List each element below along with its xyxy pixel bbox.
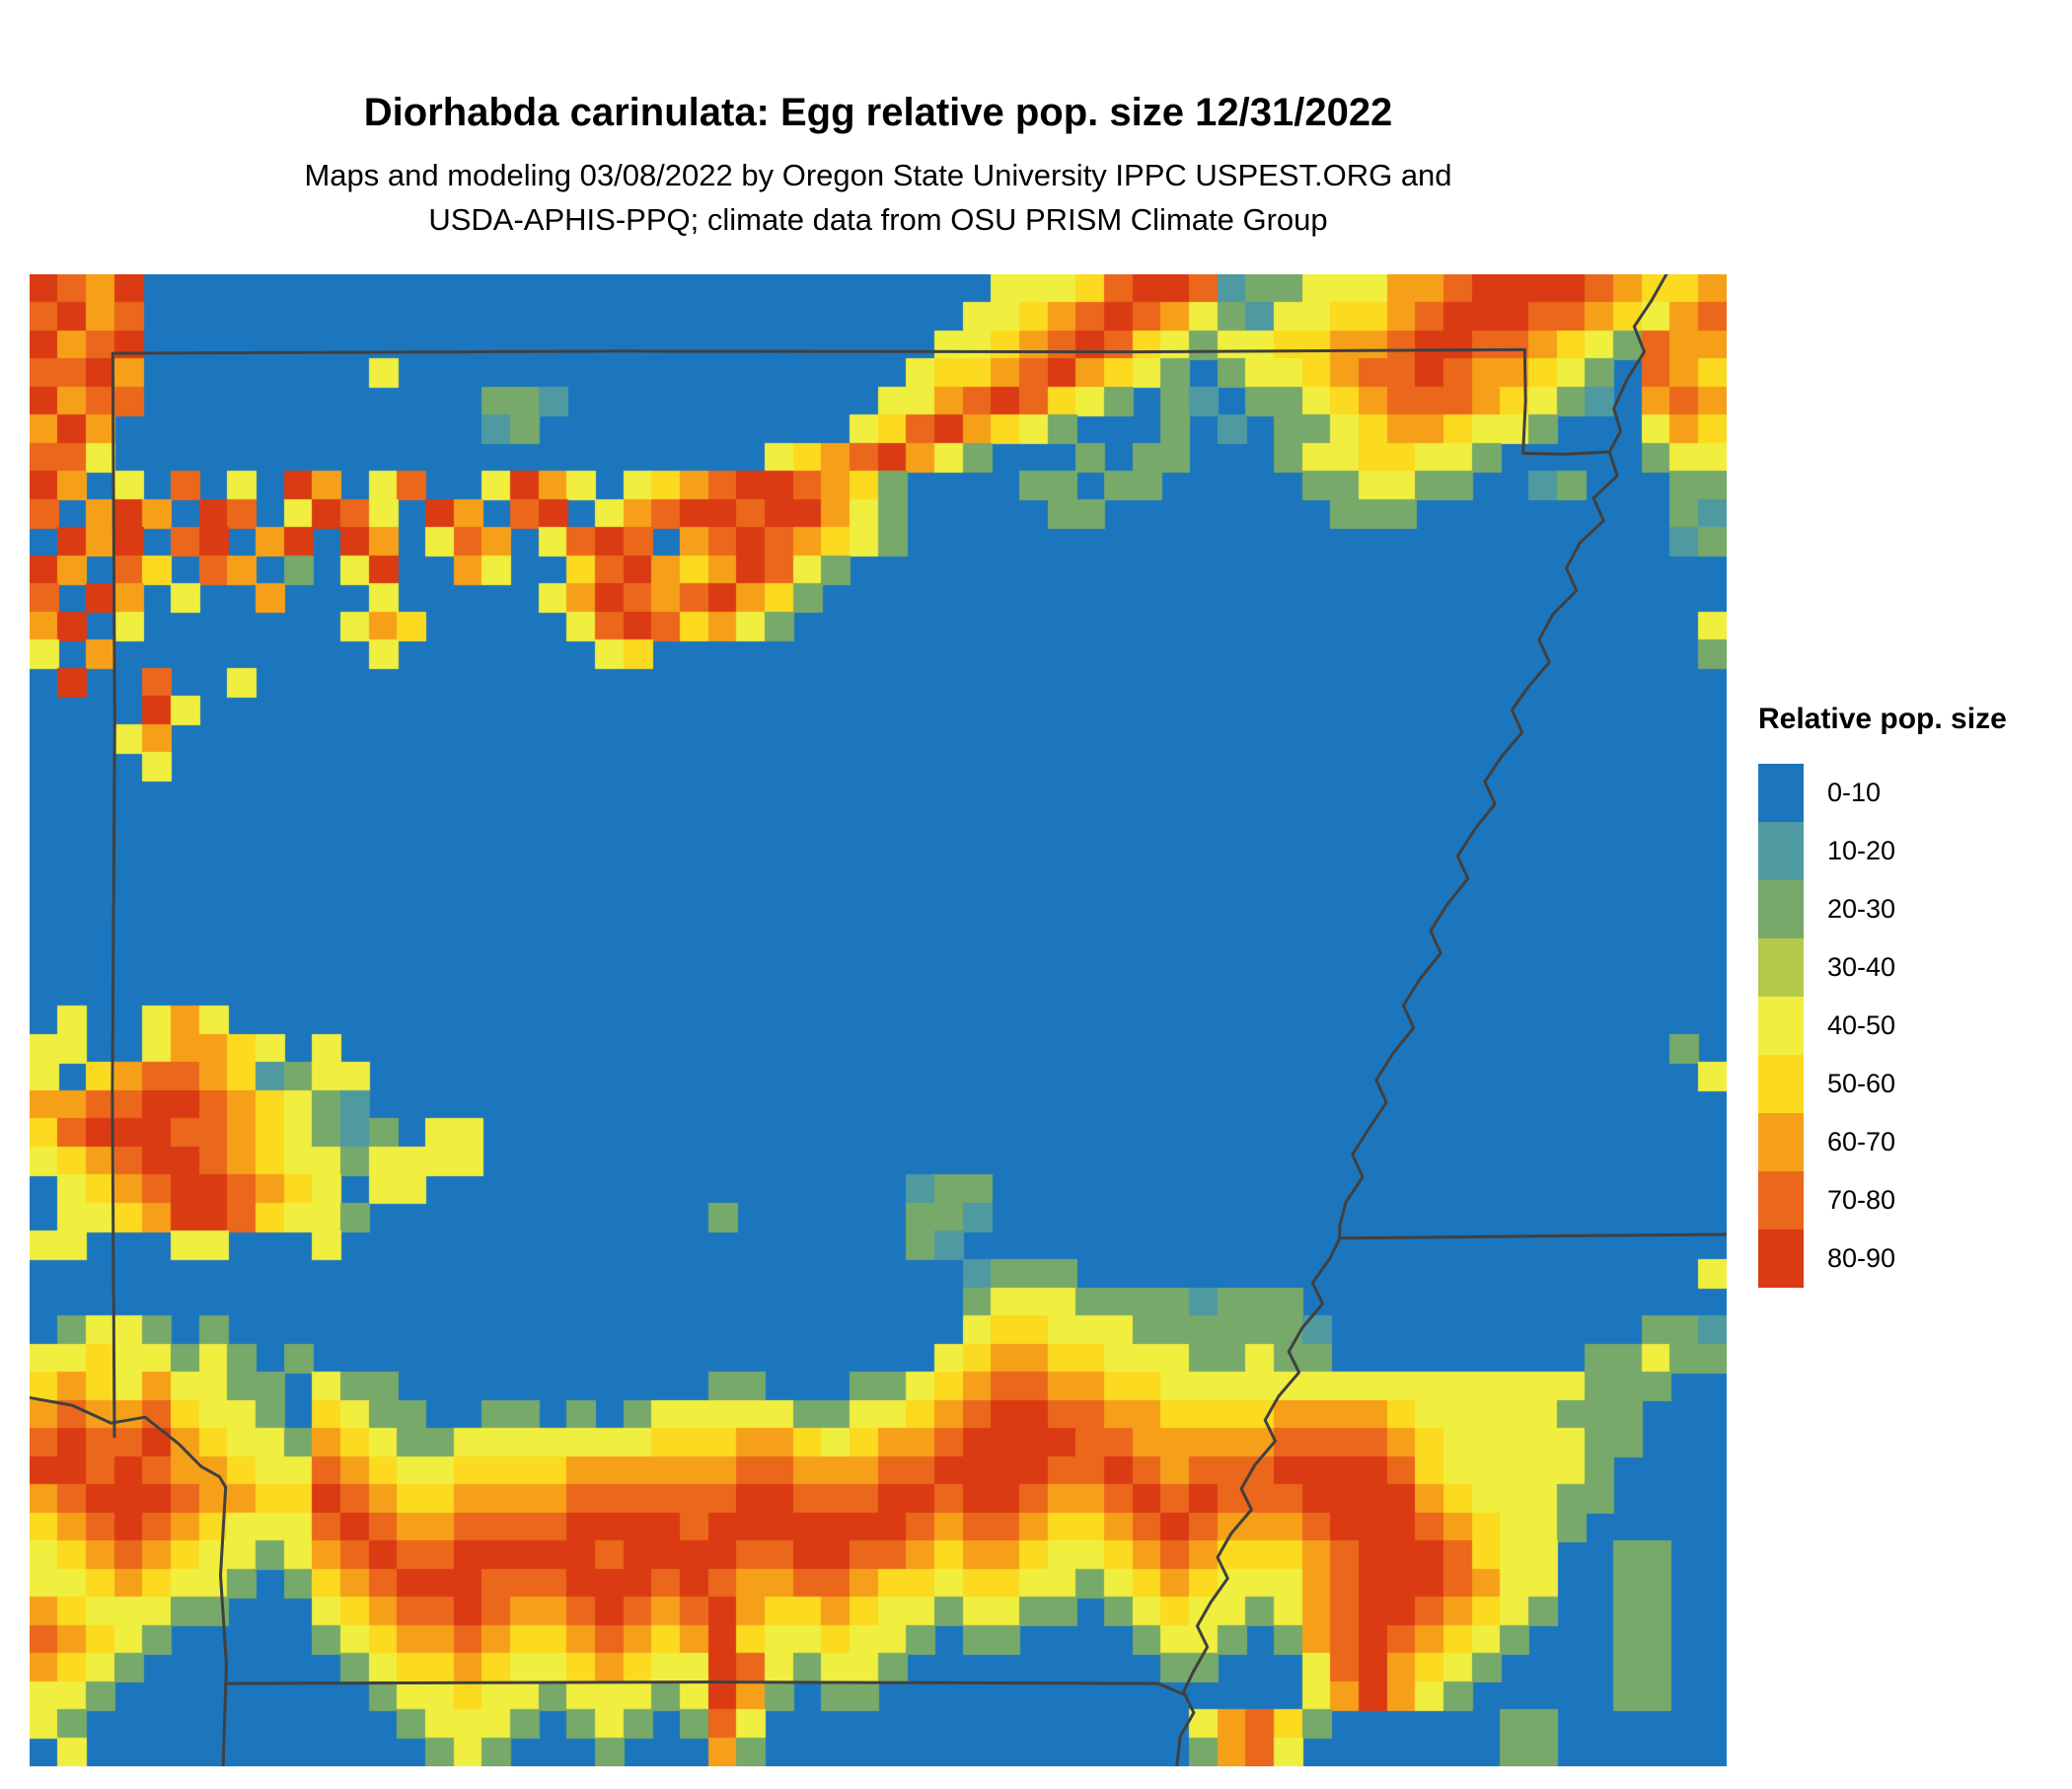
legend-swatch bbox=[1758, 822, 1804, 880]
legend-item: 70-80 bbox=[1758, 1171, 2007, 1230]
legend-item: 80-90 bbox=[1758, 1230, 2007, 1288]
legend-swatch bbox=[1758, 938, 1804, 997]
population-raster-canvas bbox=[30, 274, 1727, 1766]
legend-items: 0-10 10-20 20-30 30-40 40-50 50-60 bbox=[1758, 764, 2007, 1288]
legend-label: 40-50 bbox=[1827, 1010, 1896, 1040]
legend-item: 60-70 bbox=[1758, 1113, 2007, 1171]
legend-swatch bbox=[1758, 1113, 1804, 1171]
legend-swatch bbox=[1758, 1171, 1804, 1230]
legend-label: 70-80 bbox=[1827, 1185, 1896, 1215]
map-subtitle-line1: Maps and modeling 03/08/2022 by Oregon S… bbox=[304, 158, 1452, 192]
raster-map bbox=[30, 274, 1727, 1766]
legend-item: 50-60 bbox=[1758, 1055, 2007, 1113]
legend-swatch bbox=[1758, 880, 1804, 938]
legend-swatch bbox=[1758, 997, 1804, 1055]
legend-label: 80-90 bbox=[1827, 1243, 1896, 1273]
legend-title: Relative pop. size bbox=[1758, 703, 2007, 735]
legend-item: 10-20 bbox=[1758, 822, 2007, 880]
legend-item: 40-50 bbox=[1758, 997, 2007, 1055]
state-borders-overlay bbox=[30, 274, 1727, 1766]
legend-label: 10-20 bbox=[1827, 836, 1896, 865]
legend-item: 0-10 bbox=[1758, 764, 2007, 822]
map-subtitle-line2: USDA-APHIS-PPQ; climate data from OSU PR… bbox=[428, 201, 1328, 237]
map-title: Diorhabda carinulata: Egg relative pop. … bbox=[363, 91, 1393, 134]
legend-label: 30-40 bbox=[1827, 952, 1896, 982]
legend-swatch bbox=[1758, 1230, 1804, 1288]
legend: Relative pop. size 0-10 10-20 20-30 30-4… bbox=[1758, 703, 2007, 1288]
legend-label: 20-30 bbox=[1827, 894, 1896, 924]
legend-label: 60-70 bbox=[1827, 1127, 1896, 1156]
map-header: Diorhabda carinulata: Egg relative pop. … bbox=[30, 91, 1727, 243]
legend-item: 30-40 bbox=[1758, 938, 2007, 997]
legend-swatch bbox=[1758, 1055, 1804, 1113]
legend-label: 50-60 bbox=[1827, 1069, 1896, 1098]
legend-swatch bbox=[1758, 764, 1804, 822]
legend-item: 20-30 bbox=[1758, 880, 2007, 938]
legend-label: 0-10 bbox=[1827, 778, 1882, 807]
